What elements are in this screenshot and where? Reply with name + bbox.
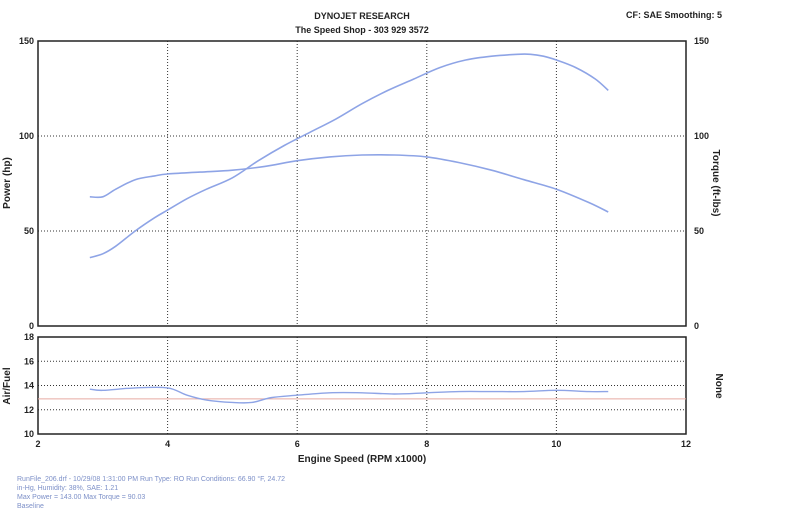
- footer-max-values: Max Power = 143.00 Max Torque = 90.03: [17, 494, 145, 501]
- air-fuel-curves: [89, 386, 609, 404]
- torque-axis-label: Torque (ft-lbs): [710, 149, 721, 216]
- torque-ticks: 150 100 50 0: [694, 36, 709, 331]
- rpm-tick-label: 4: [165, 439, 170, 449]
- footer-run-name: Baseline: [17, 503, 44, 510]
- air-fuel-tick-label: 12: [24, 405, 34, 415]
- rpm-ticks: 2 4 6 8 10 12: [35, 439, 691, 449]
- torque-tick-label: 0: [694, 321, 699, 331]
- power-tick-label: 150: [19, 36, 34, 46]
- air-fuel-tick-label: 10: [24, 429, 34, 439]
- power-tick-label: 50: [24, 226, 34, 236]
- air-fuel-ticks: 18 16 14 12 10: [24, 332, 34, 439]
- shop-subtitle: The Speed Shop - 303 929 3572: [295, 25, 429, 35]
- none-axis-label: None: [713, 374, 724, 399]
- torque-tick-label: 100: [694, 131, 709, 141]
- torque-tick-label: 50: [694, 226, 704, 236]
- settings-label: CF: SAE Smoothing: 5: [626, 10, 722, 20]
- air-fuel-curve: [89, 386, 609, 404]
- power-torque-curves: [89, 53, 609, 259]
- rpm-tick-label: 8: [424, 439, 429, 449]
- company-title: DYNOJET RESEARCH: [314, 11, 410, 21]
- rpm-tick-label: 6: [295, 439, 300, 449]
- power-axis-label: Power (hp): [2, 157, 13, 209]
- power-torque-grid: [37, 40, 687, 327]
- torque-tick-label: 150: [694, 36, 709, 46]
- x-axis-label: Engine Speed (RPM x1000): [298, 454, 426, 465]
- power-torque-frame: [37, 40, 687, 327]
- air-fuel-tick-label: 18: [24, 332, 34, 342]
- torque-curve: [89, 153, 609, 213]
- air-fuel-grid: [37, 336, 687, 435]
- rpm-tick-label: 12: [681, 439, 691, 449]
- air-fuel-tick-label: 16: [24, 356, 34, 366]
- power-curve: [89, 53, 609, 259]
- footer-conditions: in-Hg, Humidity: 38%, SAE: 1.21: [17, 485, 118, 492]
- air-fuel-frame: [37, 336, 687, 435]
- rpm-tick-label: 2: [35, 439, 40, 449]
- power-ticks: 150 100 50 0: [19, 36, 34, 331]
- air-fuel-tick-label: 14: [24, 381, 34, 391]
- rpm-tick-label: 10: [551, 439, 561, 449]
- power-tick-label: 100: [19, 131, 34, 141]
- footer-runfile: RunFile_206.drf - 10/29/08 1:31:00 PM Ru…: [17, 475, 285, 483]
- air-fuel-axis-label: Air/Fuel: [2, 367, 13, 404]
- power-tick-label: 0: [29, 321, 34, 331]
